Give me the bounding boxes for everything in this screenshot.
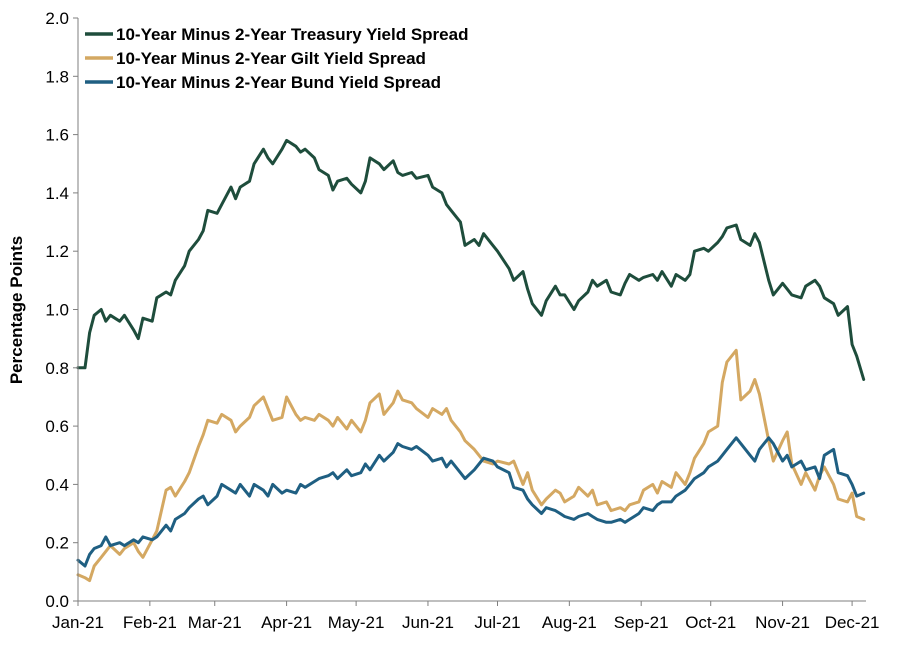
y-tick-label: 0.6 xyxy=(45,417,69,436)
y-tick-label: 1.2 xyxy=(45,242,69,261)
x-tick-label: Feb-21 xyxy=(123,613,177,632)
series-line-2 xyxy=(76,436,866,568)
y-tick-label: 0.2 xyxy=(45,534,69,553)
y-tick-label: 0.0 xyxy=(45,592,69,611)
axes-layer xyxy=(77,18,866,602)
y-axis-title-group: Percentage Points xyxy=(7,236,26,384)
series-line-1 xyxy=(76,348,866,583)
series-line-0 xyxy=(76,138,866,381)
x-tick-label: Nov-21 xyxy=(755,613,810,632)
y-tick-label: 0.8 xyxy=(45,359,69,378)
legend-label-0: 10-Year Minus 2-Year Treasury Yield Spre… xyxy=(116,25,468,44)
legend: 10-Year Minus 2-Year Treasury Yield Spre… xyxy=(85,25,468,92)
x-ticks: Jan-21 Feb-21 Mar-21 Apr-21 May-21 Jun-21 Jul-… xyxy=(52,601,880,632)
y-tick-label: 1.6 xyxy=(45,126,69,145)
y-tick-label: 1.0 xyxy=(45,301,69,320)
x-tick-label: Oct-21 xyxy=(685,613,736,632)
y-tick-label: 2.0 xyxy=(45,9,69,28)
y-tick-label: 1.8 xyxy=(45,67,69,86)
x-tick-label: Dec-21 xyxy=(825,613,880,632)
x-tick-label: Jan-21 xyxy=(52,613,104,632)
x-tick-label: Sep-21 xyxy=(614,613,669,632)
legend-label-1: 10-Year Minus 2-Year Gilt Yield Spread xyxy=(116,49,426,68)
series-layer xyxy=(76,138,866,583)
y-tick-label: 1.4 xyxy=(45,184,69,203)
x-tick-label: Apr-21 xyxy=(261,613,312,632)
x-tick-label: Jul-21 xyxy=(474,613,520,632)
y-tick-label: 0.4 xyxy=(45,475,69,494)
x-tick-label: Mar-21 xyxy=(188,613,242,632)
x-tick-label: Jun-21 xyxy=(402,613,454,632)
x-tick-label: May-21 xyxy=(328,613,385,632)
y-ticks: 0.0 0.2 0.4 0.6 0.8 1.0 1.2 1.4 1.6 1.8 2.0 xyxy=(45,9,78,611)
y-axis-title: Percentage Points xyxy=(7,236,26,384)
legend-label-2: 10-Year Minus 2-Year Bund Yield Spread xyxy=(116,73,441,92)
x-tick-label: Aug-21 xyxy=(542,613,597,632)
